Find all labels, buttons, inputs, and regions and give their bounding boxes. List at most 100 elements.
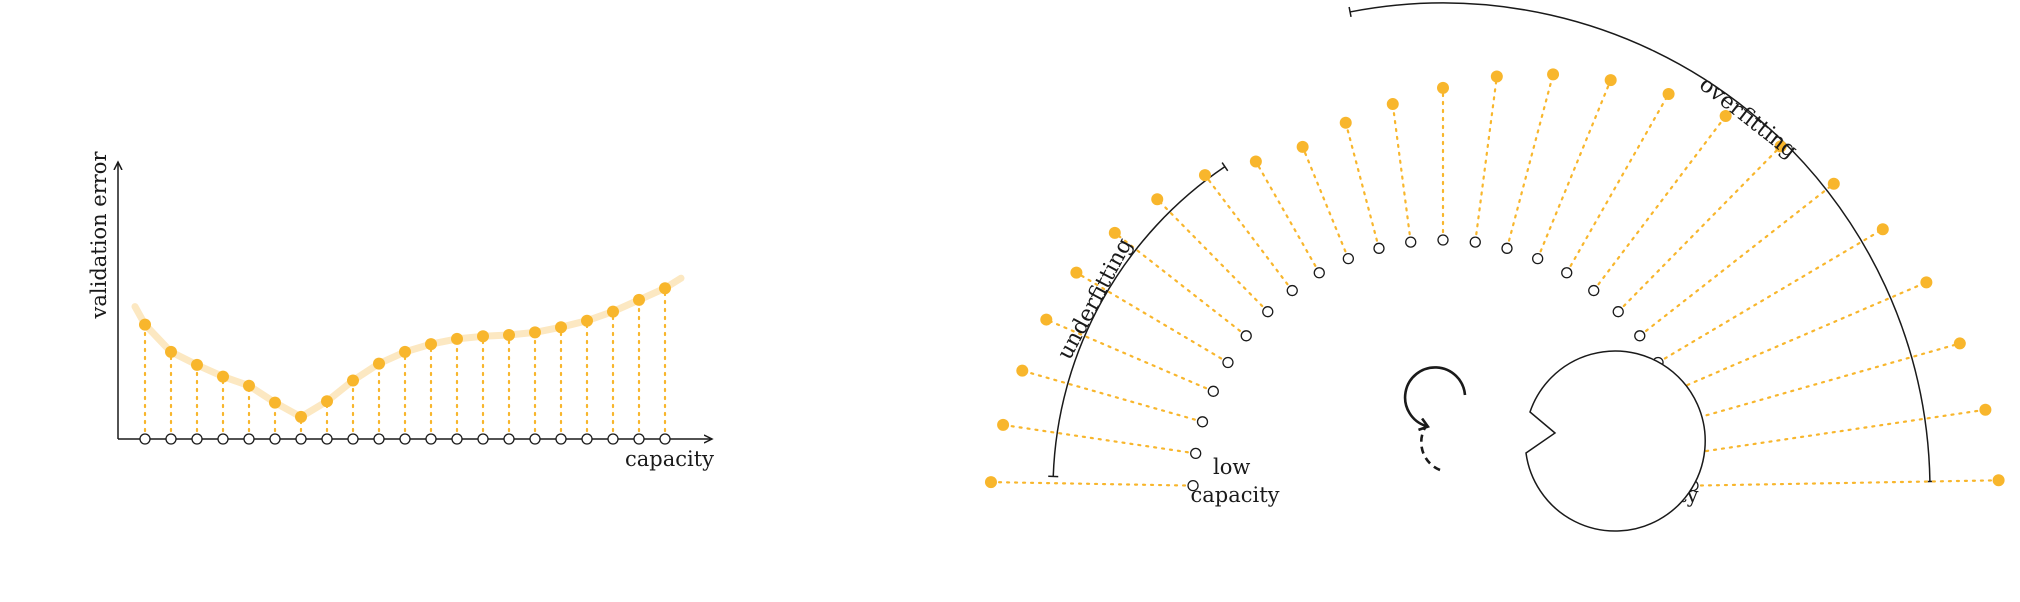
capacity-marker [243,433,255,445]
x-axis-label: capacity [625,447,714,471]
fan-connector [1254,160,1321,274]
error-point [269,396,281,409]
fan-error-point [1662,87,1675,100]
fan-connector [1565,92,1670,274]
fan-connector [1617,145,1782,313]
error-point [477,330,489,343]
fan-error-point [1198,169,1211,182]
error-point [191,358,203,371]
fan-error-point [1920,276,1933,289]
fan-capacity-marker [1190,447,1202,460]
fan-connector [1691,479,2000,487]
error-point [425,338,437,351]
underfitting-arc [1052,166,1226,477]
low-capacity-label: low capacity [1190,455,1279,507]
underfitting-label: underfitting [1053,234,1138,364]
capacity-marker [607,433,619,445]
fan-connector [1592,114,1727,292]
fan-capacity-marker [1501,242,1513,254]
fan-connector [989,481,1195,487]
error-point [295,410,307,423]
fan-capacity-marker [1612,306,1624,318]
fan-connector [1391,102,1412,244]
fan-error-point [1296,140,1309,153]
capacity-marker [477,433,489,445]
fan-error-point [1827,177,1840,190]
fan-error-point [1604,74,1617,87]
capacity-marker [269,433,281,445]
capacity-marker [529,433,541,445]
capacity-marker [165,433,177,445]
fan-error-point [1040,313,1053,326]
fan-connector [1075,271,1230,364]
fan-connector [1656,228,1884,364]
fan-connector [1638,182,1835,337]
capacity-marker [191,433,203,445]
fan-connector [1671,281,1928,393]
fan-capacity-marker [1240,330,1252,342]
capacity-marker [451,433,463,445]
capacity-marker [347,433,359,445]
capacity-marker [503,433,515,445]
capacity-marker [555,433,567,445]
validation-error-chart: validation error capacity [87,151,714,471]
capacity-marker [659,433,671,445]
fan-capacity-marker [1588,284,1600,297]
capacity-marker [139,433,151,445]
overfitting-label: overfitting [1694,72,1801,164]
arc-end-tick [1348,6,1352,17]
fan-error-point [1774,140,1787,153]
fan-error-point [1249,155,1262,168]
fan-error-point [1437,81,1449,94]
error-point [373,357,385,370]
fan-capacity-marker [1469,236,1481,248]
error-point [607,305,619,318]
error-point [503,329,515,341]
fan-capacity-marker [1313,267,1325,279]
error-point [659,282,671,295]
fan-error-point [984,476,997,489]
fan-capacity-marker [1262,306,1274,318]
fan-error-point [1719,110,1732,123]
fan-connector [1045,318,1215,393]
error-point [555,321,567,334]
fan-capacity-marker [1561,267,1573,279]
fan-capacity-marker [1342,252,1354,265]
error-point [347,374,359,387]
fan-error-point [1151,193,1164,206]
fan-connector [1301,145,1350,260]
fan-capacity-marker [1437,234,1449,246]
error-point [165,345,177,358]
fan-capacity-marker [1187,479,1199,492]
capacity-fan-diagram: underfitting overfitting low capacity hi… [984,2,2005,532]
fan-capacity-marker [1196,416,1209,428]
fan-error-point [997,418,1010,431]
overfitting-arc [1349,2,1931,482]
capacity-marker [633,433,645,445]
y-axis-label: validation error [87,151,111,320]
fan-error-point [1108,226,1121,239]
error-point [217,370,229,383]
fan-error-point [1953,337,1966,350]
fan-capacity-marker [1634,330,1646,342]
fan-error-point [1979,403,1992,416]
fan-error-point [1339,116,1352,129]
fan-connector [1203,173,1294,292]
capacity-marker [373,433,385,445]
error-point [451,332,463,345]
capacity-marker [425,433,437,445]
error-point [243,379,255,392]
fan-connector [1505,73,1555,250]
fan-connector [1001,423,1197,455]
fan-error-point [1547,68,1560,81]
error-point [529,326,541,339]
capacity-marker [295,433,307,445]
fan-capacity-marker [1373,242,1385,254]
error-point [139,318,151,331]
capacity-marker [581,433,593,445]
error-point [581,314,593,327]
fan-error-point [1070,266,1083,279]
fan-capacity-marker [1405,236,1417,248]
fan-capacity-marker [1286,284,1298,297]
